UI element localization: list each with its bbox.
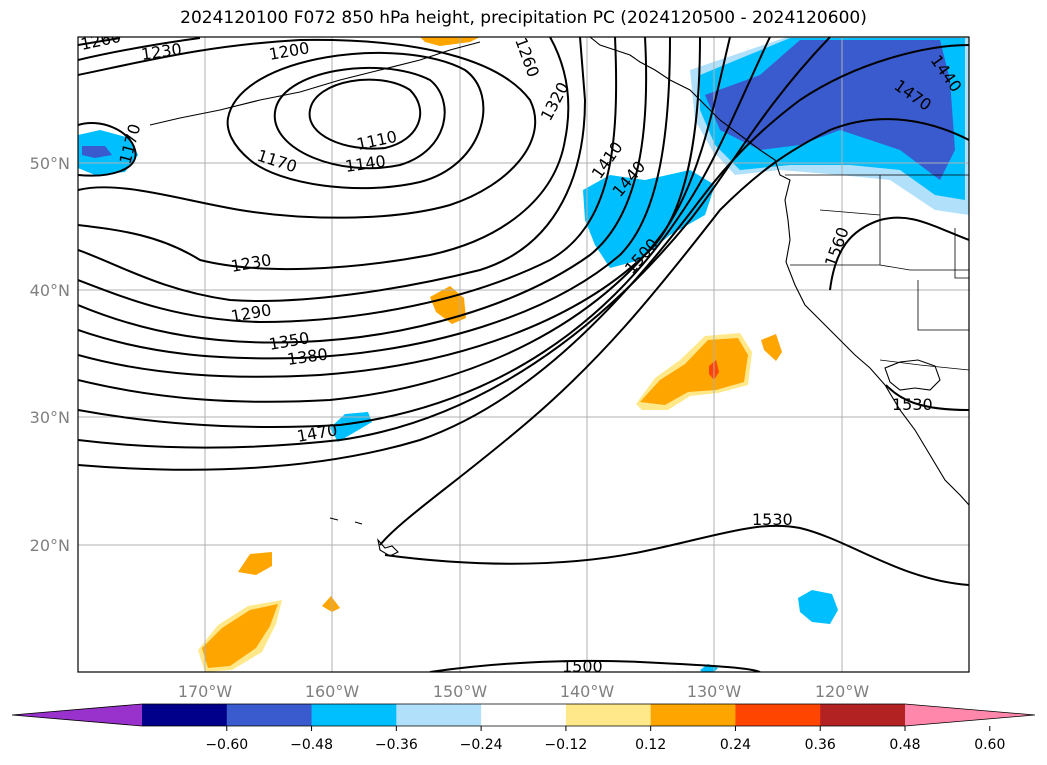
contour-1500-south (429, 659, 761, 672)
colorbar-segment (396, 704, 482, 726)
contour-1170-west (78, 122, 137, 177)
colorbar-segment (142, 704, 228, 726)
map-frame (77, 36, 970, 673)
colorbar-tick-label: −0.36 (375, 737, 418, 753)
contour-1110 (308, 78, 422, 150)
contour-label: 1170 (255, 146, 300, 177)
colorbar-segment (650, 704, 736, 726)
contour-label: 1230 (140, 39, 183, 63)
coastline-baja (884, 359, 941, 391)
contour-1560 (829, 216, 969, 291)
contour-1530-mexico (885, 384, 969, 411)
contour-label: 1530 (752, 510, 793, 529)
precip-fields (78, 37, 969, 672)
precip-pos-35n (761, 334, 782, 361)
longitude-labels: 170°W 160°W 150°W 140°W 130°W 120°W (178, 682, 870, 701)
contour-label: 1170 (116, 122, 145, 166)
precip-pos-top (420, 37, 480, 46)
colorbar-tick-label: −0.12 (544, 737, 587, 753)
colorbar-tick-label: 0.24 (720, 737, 751, 753)
gridlines (78, 37, 969, 672)
contour-label: 1560 (821, 225, 853, 270)
lat-label: 20°N (30, 536, 70, 555)
precip-pos-18n (238, 552, 272, 575)
colorbar-tick-label: 0.60 (974, 737, 1005, 753)
contour-1290 (78, 37, 618, 324)
lon-label: 130°W (687, 682, 742, 701)
height-contours (78, 37, 969, 672)
colorbar-tick-label: 0.12 (635, 737, 666, 753)
lon-label: 170°W (178, 682, 233, 701)
map-area: 1260 1230 1200 1170 1110 1140 1170 1230 … (78, 27, 969, 676)
precip-neg-pacific-nw-core (705, 40, 955, 180)
colorbar: −0.60 −0.48 −0.36 −0.24 −0.12 0.12 0.24 0.36 0.4… (11, 703, 1036, 753)
contour-1410 (78, 37, 731, 403)
contour-label: 1110 (355, 127, 399, 154)
colorbar-extend-low (12, 704, 142, 726)
lat-label: 40°N (30, 281, 70, 300)
colorbar-segment (481, 704, 567, 726)
contour-label: 1530 (892, 395, 933, 414)
contour-1380 (78, 37, 701, 378)
contour-1530 (379, 118, 969, 546)
lat-label: 50°N (30, 154, 70, 173)
colorbar-segment (820, 704, 906, 726)
colorbar-segment (735, 704, 821, 726)
colorbar-tick-label: −0.48 (290, 737, 333, 753)
contour-1230 (78, 37, 570, 271)
colorbar-tick-label: −0.60 (205, 737, 248, 753)
colorbar-tick-label: −0.24 (460, 737, 503, 753)
lon-label: 160°W (305, 682, 360, 701)
precip-pos-33n (640, 338, 748, 405)
precip-pos-12n (202, 604, 278, 668)
contour-1470 (78, 37, 831, 449)
contour-1140 (273, 66, 446, 170)
chart-title: 2024120100 F072 850 hPa height, precipit… (180, 8, 867, 28)
coastline-alaska-islands (149, 41, 481, 126)
colorbar-segment (311, 704, 397, 726)
contour-1200 (78, 38, 537, 219)
colorbar-segment (565, 704, 652, 726)
precip-neg-west-core (82, 146, 112, 158)
contour-1260 (78, 37, 587, 302)
colorbar-tick-label: 0.36 (805, 737, 836, 753)
lon-label: 140°W (560, 682, 615, 701)
border-us-mexico (879, 359, 969, 371)
coastline-north-america (589, 37, 969, 506)
contour-1350 (78, 37, 671, 360)
precip-pos-15n (322, 596, 340, 612)
contour-1320 (78, 37, 648, 344)
contour-label: 1140 (344, 151, 387, 175)
coastline-hawaii (329, 517, 399, 557)
coastlines (149, 37, 969, 557)
precip-neg-sw (798, 590, 838, 624)
lon-label: 120°W (815, 682, 870, 701)
contour-1500 (78, 44, 969, 471)
contour-label: 1260 (511, 35, 543, 80)
contour-1170-east (226, 51, 485, 190)
colorbar-extend-high (905, 704, 1035, 726)
contour-1530-south (384, 524, 969, 586)
contour-label: 1260 (79, 27, 123, 54)
colorbar-segment (226, 704, 313, 726)
precip-neg-30n (330, 412, 372, 442)
contour-label: 1230 (229, 250, 272, 276)
colorbar-outline (11, 703, 1036, 727)
contour-label: 1500 (562, 657, 603, 676)
contour-1440 (78, 37, 771, 428)
latitude-labels: 50°N 40°N 30°N 20°N (30, 154, 70, 555)
lon-label: 150°W (433, 682, 488, 701)
lat-label: 30°N (30, 408, 70, 427)
colorbar-tick-label: 0.48 (889, 737, 920, 753)
